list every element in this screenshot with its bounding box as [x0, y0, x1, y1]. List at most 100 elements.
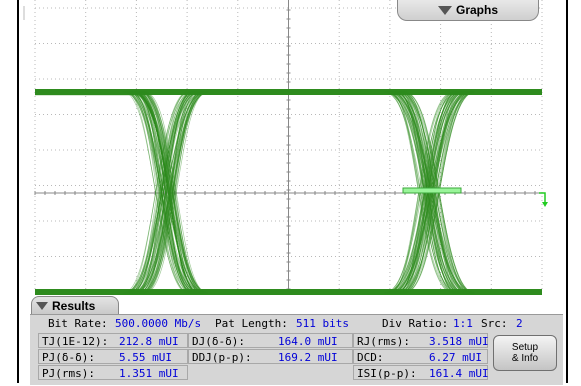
- transition-fall: [134, 91, 205, 294]
- transition-fall: [129, 91, 206, 294]
- jitter-histogram-bar: [402, 187, 462, 194]
- transition-rise: [143, 91, 204, 294]
- transition-rise: [140, 91, 199, 294]
- eye-diagram-display[interactable]: Graphs: [19, 0, 564, 300]
- src-label: Src:: [481, 317, 508, 330]
- div-ratio-value: 1:1: [453, 317, 473, 330]
- transition-fall: [134, 91, 210, 294]
- results-tab[interactable]: Results: [31, 296, 119, 314]
- graphs-tab[interactable]: Graphs: [397, 0, 539, 21]
- transition-fall: [132, 91, 207, 294]
- transition-fall: [129, 91, 198, 294]
- transition-rise: [125, 91, 205, 294]
- transition-fall: [144, 91, 194, 294]
- transition-fall: [125, 91, 191, 294]
- transition-fall: [123, 91, 194, 294]
- dcd-value: 6.27 mUI: [429, 351, 482, 364]
- transition-rise: [128, 91, 206, 294]
- transition-fall: [144, 91, 202, 294]
- transition-fall: [143, 91, 208, 294]
- transition-fall: [138, 91, 207, 294]
- dj-label: DJ(δ-δ):: [192, 335, 245, 348]
- transition-fall: [130, 91, 191, 294]
- transition-fall: [128, 91, 197, 294]
- transition-fall: [133, 91, 199, 294]
- dj-value: 164.0 mUI: [278, 335, 338, 348]
- setup-info-button[interactable]: Setup & Info: [493, 335, 557, 371]
- src-value: 2: [516, 317, 523, 330]
- transition-rise: [142, 91, 207, 294]
- transition-rise: [131, 91, 206, 294]
- transition-fall: [139, 91, 194, 294]
- transition-rise: [141, 91, 202, 294]
- pat-length-value: 511 bits: [296, 317, 349, 330]
- tj-value: 212.8 mUI: [119, 335, 179, 348]
- transition-fall: [134, 91, 208, 294]
- transition-fall: [139, 91, 204, 294]
- transition-rise: [143, 91, 208, 294]
- graphs-tab-label: Graphs: [455, 3, 498, 17]
- transition-rise: [139, 91, 204, 294]
- transition-fall: [131, 91, 206, 294]
- transition-fall: [140, 91, 195, 294]
- transition-rise: [130, 91, 191, 294]
- summary-row: Bit Rate: 500.0000 Mb/s Pat Length: 511 …: [30, 317, 563, 331]
- transition-rise: [133, 91, 193, 294]
- transition-rise: [133, 91, 199, 294]
- transition-rise: [137, 91, 199, 294]
- transition-fall: [140, 91, 208, 294]
- bit-rate-value: 500.0000 Mb/s: [115, 317, 202, 330]
- transition-rise: [134, 91, 210, 294]
- transition-rise: [127, 91, 194, 294]
- results-tab-label: Results: [52, 298, 96, 313]
- transition-rise: [138, 91, 204, 294]
- transition-rise: [131, 91, 195, 294]
- transition-fall: [133, 91, 209, 294]
- transition-fall: [143, 91, 204, 294]
- transition-fall: [127, 91, 194, 294]
- transition-rise: [140, 91, 195, 294]
- transition-fall: [141, 91, 202, 294]
- transition-rise: [136, 91, 197, 294]
- transition-fall: [134, 91, 207, 294]
- isi-value: 161.4 mUI: [429, 367, 489, 380]
- ddj-label: DDJ(p-p):: [192, 351, 252, 364]
- dj-cell: DJ(δ-δ): 164.0 mUI: [188, 333, 353, 348]
- triangle-down-icon: [36, 301, 48, 310]
- transition-rise: [132, 91, 196, 294]
- transition-fall: [131, 91, 195, 294]
- transition-fall: [143, 91, 195, 294]
- dcd-cell: DCD: 6.27 mUI: [353, 349, 488, 364]
- transition-rise: [141, 91, 206, 294]
- transition-fall: [125, 91, 205, 294]
- transition-rise: [124, 91, 194, 294]
- transition-fall: [128, 91, 206, 294]
- transition-rise: [134, 91, 203, 294]
- transition-rise: [125, 91, 191, 294]
- rj-label: RJ(rms):: [357, 335, 410, 348]
- bit-rate-label: Bit Rate:: [48, 317, 108, 330]
- results-panel: Bit Rate: 500.0000 Mb/s Pat Length: 511 …: [30, 314, 563, 385]
- transition-fall: [136, 91, 197, 294]
- transition-rise: [144, 91, 194, 294]
- pj-rms-cell: PJ(rms): 1.351 mUI: [38, 365, 188, 380]
- rj-cell: RJ(rms): 3.518 mUI: [353, 333, 489, 348]
- transition-fall: [133, 91, 193, 294]
- transition-rise: [134, 91, 203, 294]
- transition-fall: [130, 91, 197, 294]
- transition-rise: [138, 91, 191, 294]
- transition-fall: [130, 91, 193, 294]
- transition-rise: [135, 91, 194, 294]
- transition-fall: [142, 91, 207, 294]
- pj-pk-label: PJ(δ-δ):: [42, 351, 95, 364]
- transition-rise: [144, 91, 202, 294]
- transition-fall: [134, 91, 203, 294]
- ddj-value: 169.2 mUI: [278, 351, 338, 364]
- transition-rise: [126, 91, 196, 294]
- pj-pk-cell: PJ(δ-δ): 5.55 mUI: [38, 349, 188, 364]
- graticule-grid: [34, 0, 543, 293]
- transition-rise: [129, 91, 206, 294]
- pj-rms-label: PJ(rms):: [42, 367, 95, 380]
- transition-rise: [129, 91, 198, 294]
- ddj-cell: DDJ(p-p): 169.2 mUI: [188, 349, 353, 364]
